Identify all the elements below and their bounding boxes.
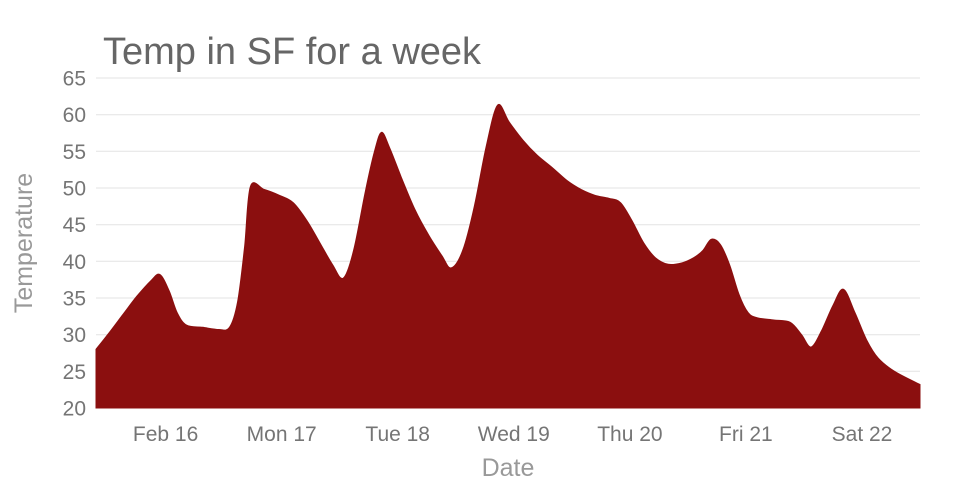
y-tick-label: 30 bbox=[63, 324, 86, 347]
x-tick-label: Fri 21 bbox=[719, 423, 773, 446]
y-axis-title: Temperature bbox=[10, 173, 38, 313]
temperature-area-series bbox=[95, 103, 921, 409]
y-tick-label: 25 bbox=[63, 361, 86, 384]
y-tick-label: 55 bbox=[63, 141, 86, 164]
x-tick-label: Wed 19 bbox=[478, 423, 550, 446]
x-axis-title: Date bbox=[482, 454, 535, 482]
x-tick-label: Thu 20 bbox=[597, 423, 662, 446]
y-tick-label: 50 bbox=[63, 178, 86, 201]
x-tick-label: Feb 16 bbox=[133, 423, 198, 446]
y-tick-label: 35 bbox=[63, 288, 86, 311]
x-tick-label: Tue 18 bbox=[365, 423, 430, 446]
chart-title: Temp in SF for a week bbox=[103, 31, 482, 73]
y-tick-label: 45 bbox=[63, 214, 86, 237]
y-axis-tick-labels: 20 25 30 35 40 45 50 55 60 65 bbox=[63, 68, 86, 421]
y-tick-label: 20 bbox=[63, 398, 86, 421]
y-tick-label: 65 bbox=[63, 68, 86, 91]
area-series-layer bbox=[95, 103, 921, 409]
x-tick-label: Sat 22 bbox=[832, 423, 893, 446]
y-tick-label: 60 bbox=[63, 104, 86, 127]
y-tick-label: 40 bbox=[63, 251, 86, 274]
x-axis-tick-labels: Feb 16 Mon 17 Tue 18 Wed 19 Thu 20 Fri 21 Sat … bbox=[133, 423, 892, 446]
x-tick-label: Mon 17 bbox=[247, 423, 317, 446]
